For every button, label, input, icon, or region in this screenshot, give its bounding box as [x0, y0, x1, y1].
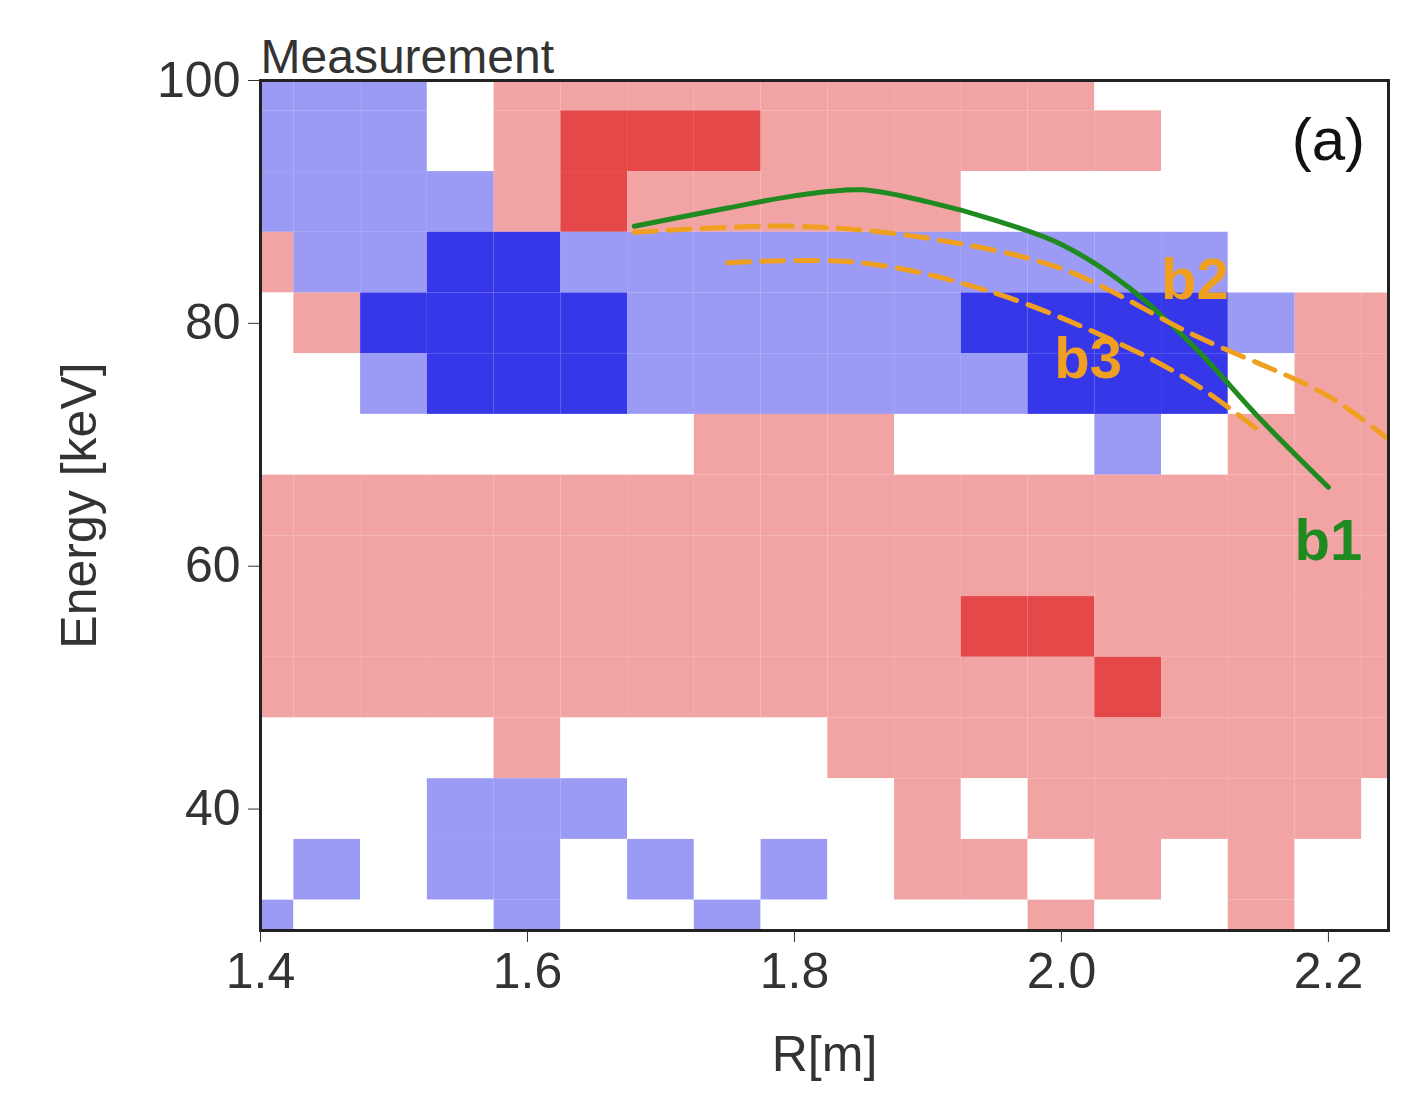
svg-text:100: 100 — [157, 52, 240, 108]
svg-text:b1: b1 — [1295, 507, 1363, 572]
svg-text:b3: b3 — [1054, 325, 1122, 390]
svg-text:Measurement: Measurement — [261, 30, 554, 83]
svg-text:80: 80 — [185, 294, 241, 350]
svg-text:Energy [keV]: Energy [keV] — [51, 362, 107, 648]
svg-text:60: 60 — [185, 537, 241, 593]
svg-text:1.6: 1.6 — [493, 943, 563, 999]
svg-text:2.0: 2.0 — [1027, 943, 1097, 999]
svg-text:1.4: 1.4 — [226, 943, 296, 999]
svg-text:b2: b2 — [1161, 246, 1229, 311]
svg-text:R[m]: R[m] — [772, 1026, 878, 1082]
svg-text:2.2: 2.2 — [1294, 943, 1364, 999]
svg-text:40: 40 — [185, 780, 241, 836]
svg-text:1.8: 1.8 — [760, 943, 830, 999]
svg-text:(a): (a) — [1292, 106, 1365, 173]
